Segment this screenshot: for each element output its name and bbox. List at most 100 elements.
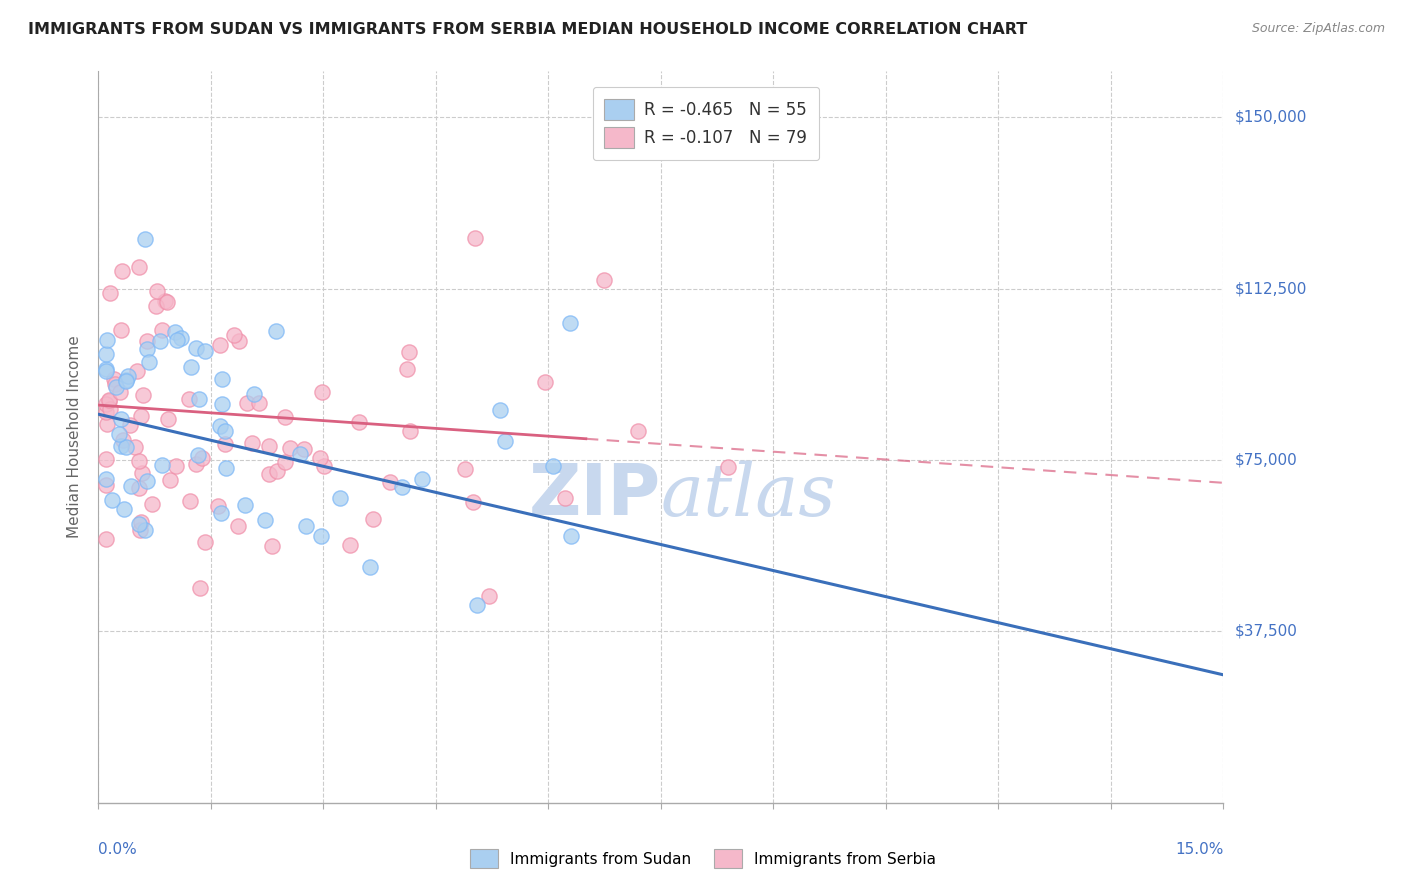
Point: [339, 538, 361, 552]
Point: [214, 424, 236, 438]
Point: [163, 325, 186, 339]
Point: [165, 458, 187, 473]
Point: [461, 495, 484, 509]
Text: IMMIGRANTS FROM SUDAN VS IMMIGRANTS FROM SERBIA MEDIAN HOUSEHOLD INCOME CORRELAT: IMMIGRANTS FROM SUDAN VS IMMIGRANTS FROM…: [28, 22, 1028, 37]
Point: [134, 524, 156, 538]
Point: [186, 448, 208, 462]
Point: [129, 515, 152, 529]
Point: [194, 343, 217, 358]
Point: [96, 333, 118, 347]
Point: [359, 559, 381, 574]
Point: [215, 460, 238, 475]
Point: [262, 540, 284, 554]
Point: [146, 284, 169, 298]
Point: [593, 273, 616, 287]
Point: [120, 479, 142, 493]
Point: [274, 409, 297, 424]
Point: [311, 529, 333, 543]
Point: [243, 387, 266, 401]
Point: [399, 424, 422, 438]
Point: [169, 331, 191, 345]
Point: [396, 362, 419, 376]
Point: [98, 286, 121, 301]
Point: [233, 498, 256, 512]
Point: [560, 528, 582, 542]
Point: [152, 323, 174, 337]
Point: [157, 412, 180, 426]
Point: [104, 376, 127, 391]
Point: [191, 450, 214, 465]
Point: [129, 409, 152, 423]
Point: [187, 392, 209, 406]
Point: [209, 338, 232, 352]
Point: [247, 396, 270, 410]
Point: [111, 264, 134, 278]
Point: [128, 516, 150, 531]
Point: [177, 392, 200, 406]
Point: [128, 453, 150, 467]
Point: [186, 457, 208, 471]
Point: [361, 512, 384, 526]
Point: [94, 532, 117, 546]
Point: [465, 598, 488, 612]
Point: [128, 482, 150, 496]
Point: [138, 354, 160, 368]
Point: [94, 472, 117, 486]
Text: $150,000: $150,000: [1234, 110, 1306, 125]
Point: [253, 513, 276, 527]
Point: [117, 369, 139, 384]
Text: 15.0%: 15.0%: [1175, 842, 1223, 856]
Point: [114, 373, 136, 387]
Point: [141, 497, 163, 511]
Point: [179, 493, 201, 508]
Point: [309, 450, 332, 465]
Point: [226, 519, 249, 533]
Point: [125, 364, 148, 378]
Point: [312, 458, 335, 473]
Point: [295, 518, 318, 533]
Point: [134, 232, 156, 246]
Point: [103, 372, 125, 386]
Point: [398, 345, 420, 359]
Point: [136, 334, 159, 349]
Point: [115, 374, 138, 388]
Legend: Immigrants from Sudan, Immigrants from Serbia: Immigrants from Sudan, Immigrants from S…: [463, 841, 943, 875]
Point: [454, 461, 477, 475]
Point: [129, 523, 152, 537]
Point: [104, 380, 127, 394]
Point: [488, 403, 510, 417]
Point: [94, 478, 117, 492]
Text: $75,000: $75,000: [1234, 452, 1298, 467]
Point: [411, 472, 433, 486]
Point: [149, 334, 172, 349]
Point: [98, 393, 121, 408]
Point: [292, 442, 315, 456]
Point: [159, 473, 181, 487]
Point: [94, 363, 117, 377]
Point: [266, 464, 288, 478]
Point: [94, 397, 117, 411]
Point: [96, 417, 118, 431]
Point: [328, 491, 350, 506]
Point: [120, 417, 142, 432]
Point: [240, 435, 263, 450]
Point: [184, 341, 207, 355]
Point: [136, 342, 159, 356]
Point: [494, 434, 516, 448]
Point: [180, 359, 202, 374]
Point: [224, 327, 246, 342]
Point: [717, 460, 740, 475]
Point: [380, 475, 402, 489]
Point: [627, 425, 650, 439]
Y-axis label: Median Household Income: Median Household Income: [67, 335, 83, 539]
Point: [214, 437, 236, 451]
Point: [96, 361, 118, 376]
Text: $37,500: $37,500: [1234, 624, 1298, 639]
Point: [391, 480, 413, 494]
Point: [114, 440, 136, 454]
Text: $112,500: $112,500: [1234, 281, 1306, 296]
Point: [554, 491, 576, 505]
Point: [228, 334, 250, 348]
Point: [209, 506, 232, 520]
Point: [110, 412, 132, 426]
